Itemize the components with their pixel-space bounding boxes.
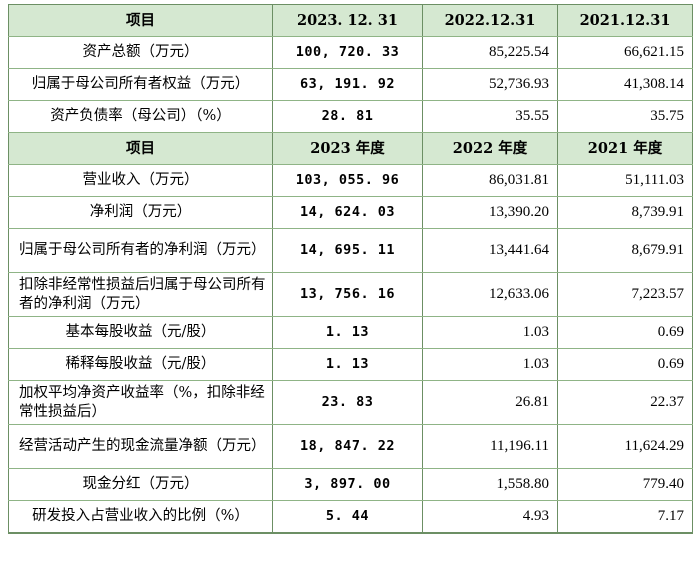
value-2022: 26.81 xyxy=(422,380,558,425)
table-header-balance: 项目 2023. 12. 31 2022.12.31 2021.12.31 xyxy=(8,4,693,37)
row-label: 资产负债率（母公司）（%） xyxy=(8,100,273,133)
value-2021: 0.69 xyxy=(557,348,693,381)
table-row: 资产总额（万元） 100, 720. 33 85,225.54 66,621.1… xyxy=(8,36,693,69)
value-2021: 0.69 xyxy=(557,316,693,349)
value-2022: 85,225.54 xyxy=(422,36,558,69)
value-2022: 13,441.64 xyxy=(422,228,558,273)
value-2023: 23. 83 xyxy=(272,380,423,425)
row-label: 扣除非经常性损益后归属于母公司所有者的净利润（万元） xyxy=(8,272,273,317)
value-2021: 8,679.91 xyxy=(557,228,693,273)
row-label: 现金分红（万元） xyxy=(8,468,273,501)
value-2023: 63, 191. 92 xyxy=(272,68,423,101)
value-2023: 13, 756. 16 xyxy=(272,272,423,317)
header-item: 项目 xyxy=(8,132,273,165)
value-2022: 4.93 xyxy=(422,500,558,534)
table-row: 扣除非经常性损益后归属于母公司所有者的净利润（万元） 13, 756. 16 1… xyxy=(8,272,693,317)
row-label: 资产总额（万元） xyxy=(8,36,273,69)
value-2022: 86,031.81 xyxy=(422,164,558,197)
value-2022: 1,558.80 xyxy=(422,468,558,501)
value-2023: 103, 055. 96 xyxy=(272,164,423,197)
row-label: 研发投入占营业收入的比例（%） xyxy=(8,500,273,534)
table-row: 营业收入（万元） 103, 055. 96 86,031.81 51,111.0… xyxy=(8,164,693,197)
header-2023: 2023 年度 xyxy=(272,132,423,165)
value-2021: 11,624.29 xyxy=(557,424,693,469)
value-2023: 18, 847. 22 xyxy=(272,424,423,469)
header-item: 项目 xyxy=(8,4,273,37)
row-label: 归属于母公司所有者的净利润（万元） xyxy=(8,228,273,273)
value-2021: 66,621.15 xyxy=(557,36,693,69)
value-2023: 28. 81 xyxy=(272,100,423,133)
value-2022: 1.03 xyxy=(422,348,558,381)
value-2022: 11,196.11 xyxy=(422,424,558,469)
financial-summary-table: 项目 2023. 12. 31 2022.12.31 2021.12.31 资产… xyxy=(8,4,693,534)
value-2022: 13,390.20 xyxy=(422,196,558,229)
table-row: 归属于母公司所有者权益（万元） 63, 191. 92 52,736.93 41… xyxy=(8,68,693,101)
header-2021: 2021 年度 xyxy=(557,132,693,165)
row-label: 净利润（万元） xyxy=(8,196,273,229)
value-2021: 779.40 xyxy=(557,468,693,501)
value-2023: 1. 13 xyxy=(272,316,423,349)
header-2021: 2021.12.31 xyxy=(557,4,693,37)
table-row: 净利润（万元） 14, 624. 03 13,390.20 8,739.91 xyxy=(8,196,693,229)
table-row: 现金分红（万元） 3, 897. 00 1,558.80 779.40 xyxy=(8,468,693,501)
table-row: 资产负债率（母公司）（%） 28. 81 35.55 35.75 xyxy=(8,100,693,133)
header-2023: 2023. 12. 31 xyxy=(272,4,423,37)
value-2023: 3, 897. 00 xyxy=(272,468,423,501)
row-label: 稀释每股收益（元/股） xyxy=(8,348,273,381)
value-2023: 14, 624. 03 xyxy=(272,196,423,229)
table-row: 稀释每股收益（元/股） 1. 13 1.03 0.69 xyxy=(8,348,693,381)
value-2022: 1.03 xyxy=(422,316,558,349)
table-row: 归属于母公司所有者的净利润（万元） 14, 695. 11 13,441.64 … xyxy=(8,228,693,273)
row-label: 加权平均净资产收益率（%，扣除非经常性损益后） xyxy=(8,380,273,425)
table-row: 基本每股收益（元/股） 1. 13 1.03 0.69 xyxy=(8,316,693,349)
value-2021: 51,111.03 xyxy=(557,164,693,197)
table-row: 加权平均净资产收益率（%，扣除非经常性损益后） 23. 83 26.81 22.… xyxy=(8,380,693,425)
value-2021: 22.37 xyxy=(557,380,693,425)
value-2022: 52,736.93 xyxy=(422,68,558,101)
row-label: 基本每股收益（元/股） xyxy=(8,316,273,349)
row-label: 经营活动产生的现金流量净额（万元） xyxy=(8,424,273,469)
value-2021: 8,739.91 xyxy=(557,196,693,229)
table-row: 研发投入占营业收入的比例（%） 5. 44 4.93 7.17 xyxy=(8,500,693,534)
value-2023: 1. 13 xyxy=(272,348,423,381)
value-2021: 35.75 xyxy=(557,100,693,133)
row-label: 营业收入（万元） xyxy=(8,164,273,197)
value-2023: 14, 695. 11 xyxy=(272,228,423,273)
table-header-income: 项目 2023 年度 2022 年度 2021 年度 xyxy=(8,132,693,165)
value-2023: 5. 44 xyxy=(272,500,423,534)
value-2022: 12,633.06 xyxy=(422,272,558,317)
table-row: 经营活动产生的现金流量净额（万元） 18, 847. 22 11,196.11 … xyxy=(8,424,693,469)
header-2022: 2022.12.31 xyxy=(422,4,558,37)
value-2023: 100, 720. 33 xyxy=(272,36,423,69)
value-2022: 35.55 xyxy=(422,100,558,133)
value-2021: 7,223.57 xyxy=(557,272,693,317)
header-2022: 2022 年度 xyxy=(422,132,558,165)
row-label: 归属于母公司所有者权益（万元） xyxy=(8,68,273,101)
value-2021: 41,308.14 xyxy=(557,68,693,101)
value-2021: 7.17 xyxy=(557,500,693,534)
